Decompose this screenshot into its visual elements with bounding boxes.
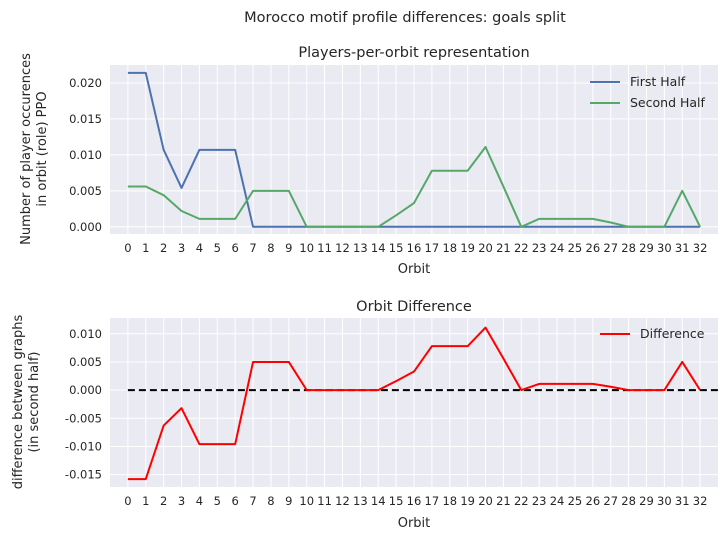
x-tick-label: 8 — [267, 241, 274, 255]
y-axis-label: in orbit (role) PPO — [35, 91, 50, 206]
x-tick-label: 20 — [478, 241, 493, 255]
x-tick-label: 4 — [196, 494, 203, 508]
x-tick-label: 17 — [425, 241, 440, 255]
x-tick-label: 31 — [675, 241, 690, 255]
x-tick-label: 28 — [621, 494, 636, 508]
x-tick-label: 6 — [232, 241, 239, 255]
y-tick-label: 0.015 — [69, 112, 102, 126]
x-tick-label: 27 — [603, 241, 618, 255]
series-line-first-half — [127, 71, 701, 228]
x-tick-label: 30 — [657, 241, 672, 255]
x-tick-label: 18 — [442, 494, 457, 508]
chart-title: Orbit Difference — [356, 299, 472, 315]
y-tick-label: -0.005 — [65, 411, 102, 425]
y-tick-label: 0.010 — [69, 148, 102, 162]
x-tick-label: 16 — [407, 494, 422, 508]
x-tick-label: 13 — [353, 241, 368, 255]
x-tick-label: 25 — [568, 241, 583, 255]
x-tick-label: 19 — [460, 241, 475, 255]
x-tick-label: 12 — [335, 241, 350, 255]
legend: First Half Second Half — [590, 74, 706, 110]
y-axis-label: difference between graphs — [11, 314, 26, 489]
x-tick-label: 12 — [335, 494, 350, 508]
x-tick-label: 10 — [299, 241, 314, 255]
x-tick-label: 6 — [232, 494, 239, 508]
y-tick-label: 0.010 — [69, 327, 102, 341]
x-tick-label: 29 — [639, 494, 654, 508]
x-tick-label: 2 — [160, 241, 167, 255]
legend-label: Second Half — [630, 95, 706, 110]
x-tick-label: 24 — [550, 241, 565, 255]
x-tick-label: 3 — [178, 241, 185, 255]
x-tick-label: 14 — [371, 241, 386, 255]
x-tick-label: 11 — [317, 241, 332, 255]
x-tick-label: 5 — [214, 494, 221, 508]
x-tick-label: 25 — [568, 494, 583, 508]
y-tick-label: 0.005 — [69, 355, 102, 369]
x-tick-label: 21 — [496, 494, 511, 508]
y-tick-label: 0.000 — [69, 220, 102, 234]
x-tick-label: 13 — [353, 494, 368, 508]
x-tick-label: 31 — [675, 494, 690, 508]
x-tick-label: 22 — [514, 494, 529, 508]
legend-label: Difference — [640, 326, 705, 341]
series-line-difference — [127, 326, 701, 481]
x-tick-label: 9 — [285, 241, 292, 255]
y-tick-label: 0.000 — [69, 383, 102, 397]
x-tick-label: 26 — [586, 241, 601, 255]
y-axis-label: (in second half) — [27, 351, 42, 452]
y-tick-label: 0.005 — [69, 184, 102, 198]
x-tick-label: 5 — [214, 241, 221, 255]
y-tick-label: -0.010 — [65, 439, 102, 453]
x-tick-label: 8 — [267, 494, 274, 508]
x-tick-label: 17 — [425, 494, 440, 508]
x-tick-label: 22 — [514, 241, 529, 255]
x-axis-label: Orbit — [398, 516, 431, 531]
chart-title: Players-per-orbit representation — [298, 45, 529, 61]
x-tick-label: 32 — [693, 241, 708, 255]
x-tick-label: 1 — [142, 494, 149, 508]
x-tick-label: 15 — [389, 241, 404, 255]
x-tick-label: 29 — [639, 241, 654, 255]
y-axis-label: Number of player occurences — [19, 53, 34, 245]
figure-title: Morocco motif profile differences: goals… — [244, 10, 566, 26]
x-tick-label: 30 — [657, 494, 672, 508]
x-tick-label: 2 — [160, 494, 167, 508]
legend-label: First Half — [630, 74, 686, 89]
x-tick-label: 21 — [496, 241, 511, 255]
difference-chart: 0 1 2 3 4 5 6 7 8 9 10 11 12 13 14 15 16 17 18 19 20 21 22 23 24… — [11, 299, 718, 531]
x-tick-label: 27 — [603, 494, 618, 508]
legend: Difference — [600, 326, 705, 341]
x-tick-label: 23 — [532, 241, 547, 255]
x-tick-label: 15 — [389, 494, 404, 508]
x-tick-label: 16 — [407, 241, 422, 255]
x-tick-label: 0 — [124, 494, 131, 508]
x-tick-label: 20 — [478, 494, 493, 508]
x-tick-label: 11 — [317, 494, 332, 508]
x-tick-label: 10 — [299, 494, 314, 508]
y-tick-label: -0.015 — [65, 468, 102, 482]
x-tick-label: 23 — [532, 494, 547, 508]
x-tick-label: 7 — [249, 494, 256, 508]
x-tick-label: 18 — [442, 241, 457, 255]
x-tick-label: 28 — [621, 241, 636, 255]
x-tick-label: 3 — [178, 494, 185, 508]
x-tick-label: 26 — [586, 494, 601, 508]
x-tick-label: 9 — [285, 494, 292, 508]
series-line-second-half — [127, 145, 702, 228]
x-tick-label: 1 — [142, 241, 149, 255]
x-tick-label: 7 — [249, 241, 256, 255]
x-tick-label: 19 — [460, 494, 475, 508]
x-tick-label: 0 — [124, 241, 131, 255]
y-tick-label: 0.020 — [69, 76, 102, 90]
x-tick-label: 24 — [550, 494, 565, 508]
ppo-chart: 0 1 2 3 4 5 6 7 8 9 10 11 12 13 14 15 16 17 18 19 20 21 22 23 24… — [19, 45, 718, 277]
x-tick-label: 14 — [371, 494, 386, 508]
x-tick-label: 4 — [196, 241, 203, 255]
x-tick-label: 32 — [693, 494, 708, 508]
x-axis-label: Orbit — [398, 262, 431, 277]
